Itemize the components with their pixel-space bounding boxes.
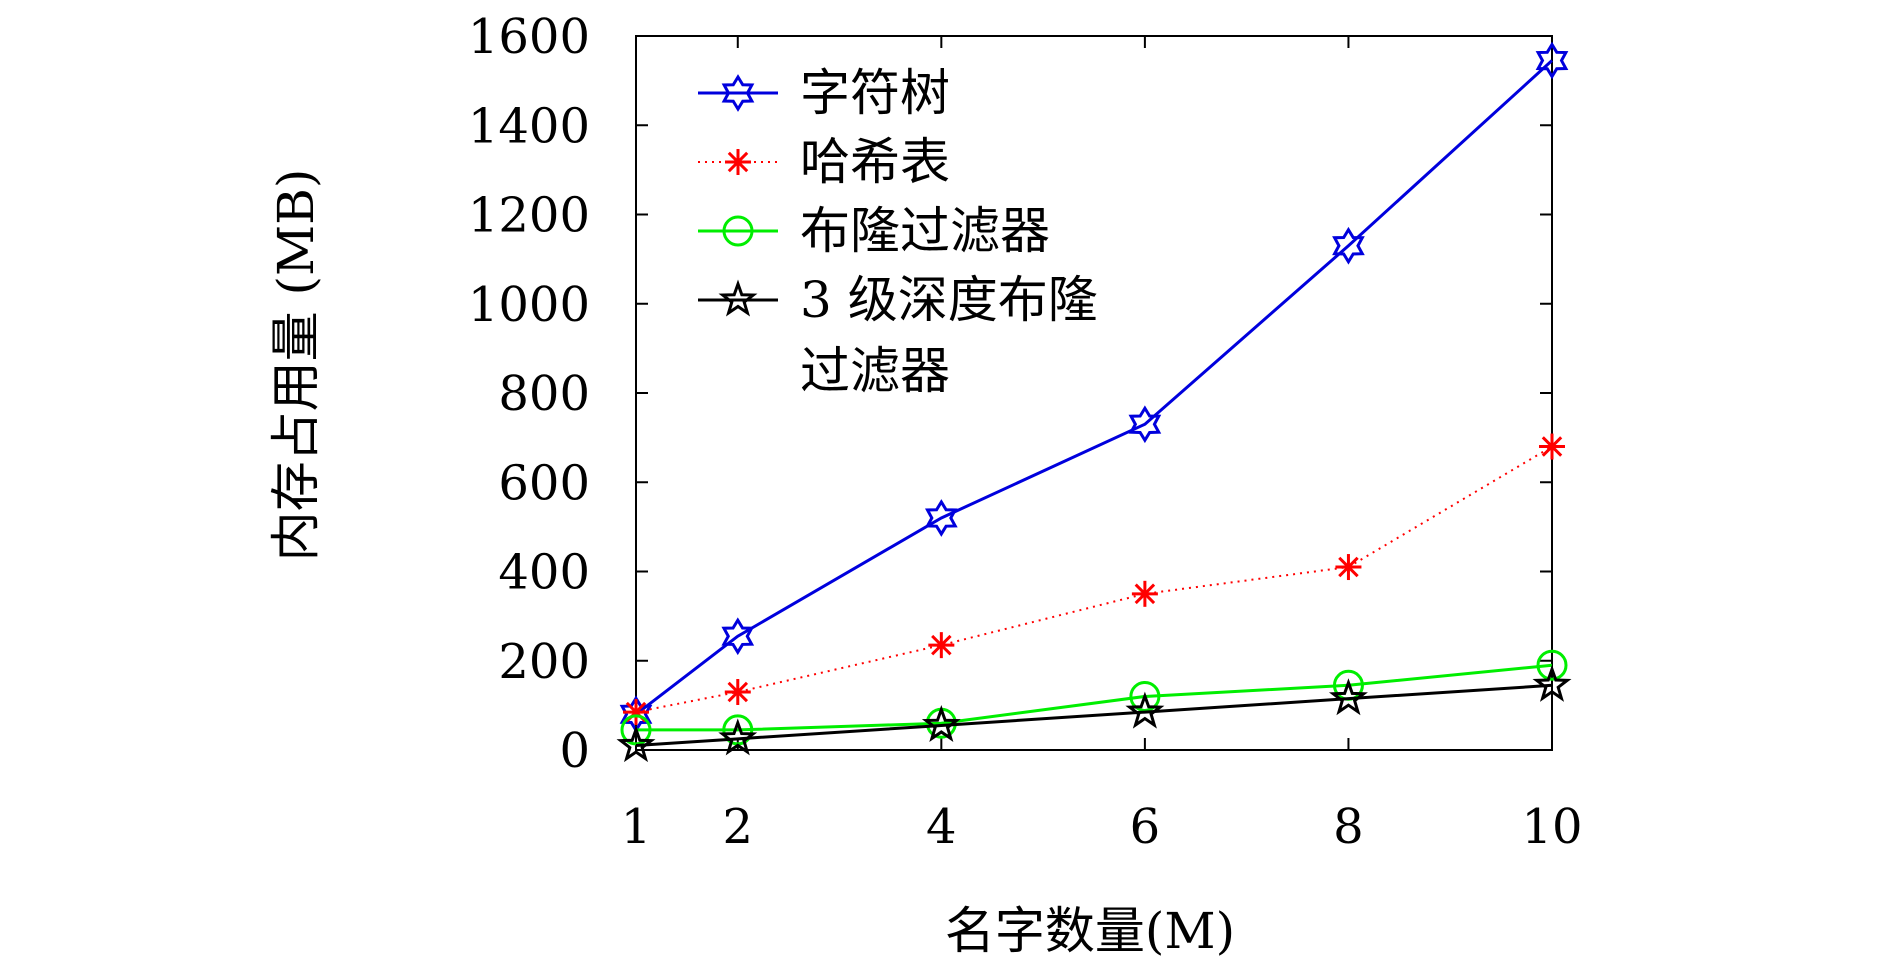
series-1: [619, 41, 1569, 734]
legend-label: 布隆过滤器: [800, 202, 1050, 260]
legend-item-2: 哈希表: [698, 133, 950, 191]
series-3: [620, 649, 1568, 746]
data-point: [924, 499, 958, 537]
data-point: [623, 699, 649, 726]
y-tick-label: 1000: [468, 277, 590, 333]
legend-marker: [721, 74, 755, 112]
data-point: [1129, 680, 1161, 712]
series-2: [623, 433, 1565, 726]
y-axis: 0 200 400 600 800 1000 1200 1400 1600: [468, 9, 1552, 779]
asterisk-stroke: [1338, 556, 1359, 578]
y-axis-title: 内存占用量 (MB): [267, 169, 325, 562]
data-point: [1125, 691, 1165, 729]
data-point: [718, 718, 758, 756]
y-tick-label: 0: [559, 723, 590, 779]
legend-label: 过滤器: [800, 342, 950, 400]
y-tick-label: 200: [498, 634, 590, 690]
legend-marker: [722, 215, 754, 247]
legend-marker: [718, 279, 758, 317]
data-point: [1131, 580, 1158, 607]
plot-frame: [635, 35, 1553, 751]
data-point: [724, 678, 751, 705]
data-point: [721, 617, 755, 656]
x-tick-label: 2: [723, 799, 754, 855]
series-line: [635, 683, 1553, 748]
data-point: [620, 714, 652, 746]
data-point: [1128, 405, 1162, 444]
data-point: [1535, 41, 1569, 80]
x-axis: 1 2 4 6 8 10: [621, 36, 1583, 855]
series-4: [616, 664, 1572, 763]
x-tick-label: 1: [621, 799, 652, 855]
series-line: [636, 663, 1553, 732]
data-point: [616, 725, 656, 763]
data-point: [921, 704, 961, 743]
y-tick-label: 400: [498, 545, 590, 601]
data-point: [1328, 678, 1368, 716]
plot-frame-rect: [635, 35, 1553, 751]
asterisk-stroke: [931, 634, 952, 656]
data-point: [1332, 226, 1365, 265]
x-tick-label: 6: [1130, 799, 1161, 855]
legend-label: 哈希表: [800, 133, 950, 191]
series-layer: [616, 41, 1572, 763]
x-tick-label: 8: [1333, 799, 1364, 855]
asterisk-stroke: [1134, 583, 1156, 605]
asterisk-stroke: [1541, 436, 1563, 457]
y-tick-label: 1600: [468, 9, 590, 65]
y-tick-label: 600: [498, 455, 590, 511]
data-point: [928, 632, 955, 659]
data-point: [1532, 664, 1572, 702]
x-axis-title: 名字数量(M): [945, 902, 1235, 960]
y-tick-label: 1400: [468, 98, 590, 154]
legend-label: 字符树: [800, 64, 950, 122]
data-point: [1536, 649, 1568, 681]
x-tick-label: 4: [926, 799, 957, 855]
asterisk-stroke: [727, 151, 749, 173]
data-point: [1335, 554, 1362, 581]
legend-item-3: 布隆过滤器: [698, 202, 1050, 260]
data-point: [1539, 433, 1565, 460]
series-line: [635, 445, 1553, 714]
legend-label: 3 级深度布隆: [800, 271, 1098, 329]
y-tick-label: 1200: [468, 188, 590, 244]
legend-item-1: 字符树: [698, 64, 950, 122]
legend-marker: [725, 149, 751, 175]
y-tick-label: 800: [498, 366, 590, 422]
x-tick-label: 10: [1521, 799, 1582, 855]
asterisk-stroke: [727, 681, 749, 703]
series-line: [635, 59, 1554, 716]
